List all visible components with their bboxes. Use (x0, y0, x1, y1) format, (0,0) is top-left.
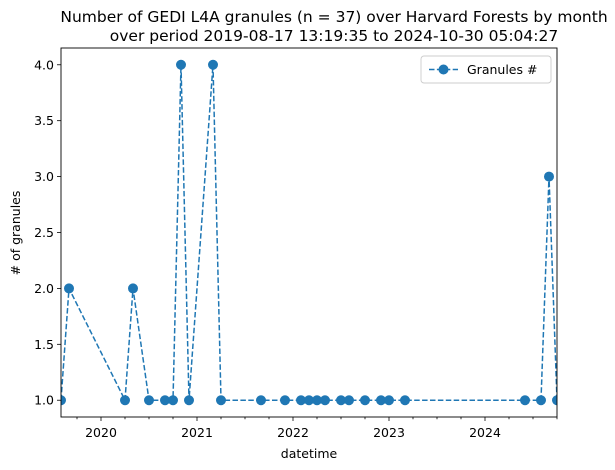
y-tick-label: 4.0 (34, 57, 54, 72)
data-point (120, 395, 130, 406)
data-point (296, 395, 306, 406)
x-tick-label: 2023 (373, 425, 405, 440)
data-point (160, 395, 170, 406)
chart-title-line-1: Number of GEDI L4A granules (n = 37) ove… (60, 8, 607, 26)
data-point (384, 395, 394, 406)
y-tick-label: 3.0 (34, 169, 54, 184)
y-tick-label: 2.5 (34, 225, 54, 240)
x-axis: 2020 2021 2022 2023 2024 (76, 417, 558, 440)
x-tick-label: 2024 (469, 425, 501, 440)
data-point (61, 395, 66, 406)
data-point (304, 395, 314, 406)
data-point (336, 395, 346, 406)
data-point (128, 283, 138, 294)
data-point (208, 59, 218, 70)
plot-frame (60, 47, 558, 418)
data-point (168, 395, 178, 406)
data-point (184, 395, 194, 406)
data-point (376, 395, 386, 406)
data-point (280, 395, 290, 406)
data-point (400, 395, 410, 406)
y-tick-label: 1.5 (34, 337, 54, 352)
legend-marker-sample (438, 64, 449, 75)
data-point (176, 59, 186, 70)
data-point (320, 395, 330, 406)
data-point (216, 395, 226, 406)
y-axis-label: # of granules (8, 191, 23, 276)
plot-area (61, 59, 557, 406)
data-point (360, 395, 370, 406)
data-point (520, 395, 530, 406)
x-tick-label: 2022 (277, 425, 309, 440)
x-tick-label: 2021 (181, 425, 213, 440)
data-point (536, 395, 546, 406)
data-point (256, 395, 266, 406)
y-tick-label: 3.5 (34, 113, 54, 128)
data-point (544, 171, 554, 182)
series-line (61, 64, 557, 404)
data-point (552, 395, 557, 406)
y-axis: 1.0 1.5 2.0 2.5 3.0 3.5 4.0 (34, 57, 61, 408)
legend-entry-granules: Granules # (467, 62, 537, 77)
legend-box (420, 55, 552, 84)
y-tick-label: 2.0 (34, 281, 54, 296)
series-granules (61, 59, 557, 406)
y-tick-label: 1.0 (34, 393, 54, 408)
data-point (312, 395, 322, 406)
data-point (144, 395, 154, 406)
x-tick-label: 2020 (85, 425, 117, 440)
x-axis-label: datetime (281, 446, 338, 461)
data-point (64, 283, 74, 294)
data-point (344, 395, 354, 406)
legend: Granules # (420, 55, 552, 84)
chart-title-line-2: over period 2019-08-17 13:19:35 to 2024-… (110, 27, 558, 45)
